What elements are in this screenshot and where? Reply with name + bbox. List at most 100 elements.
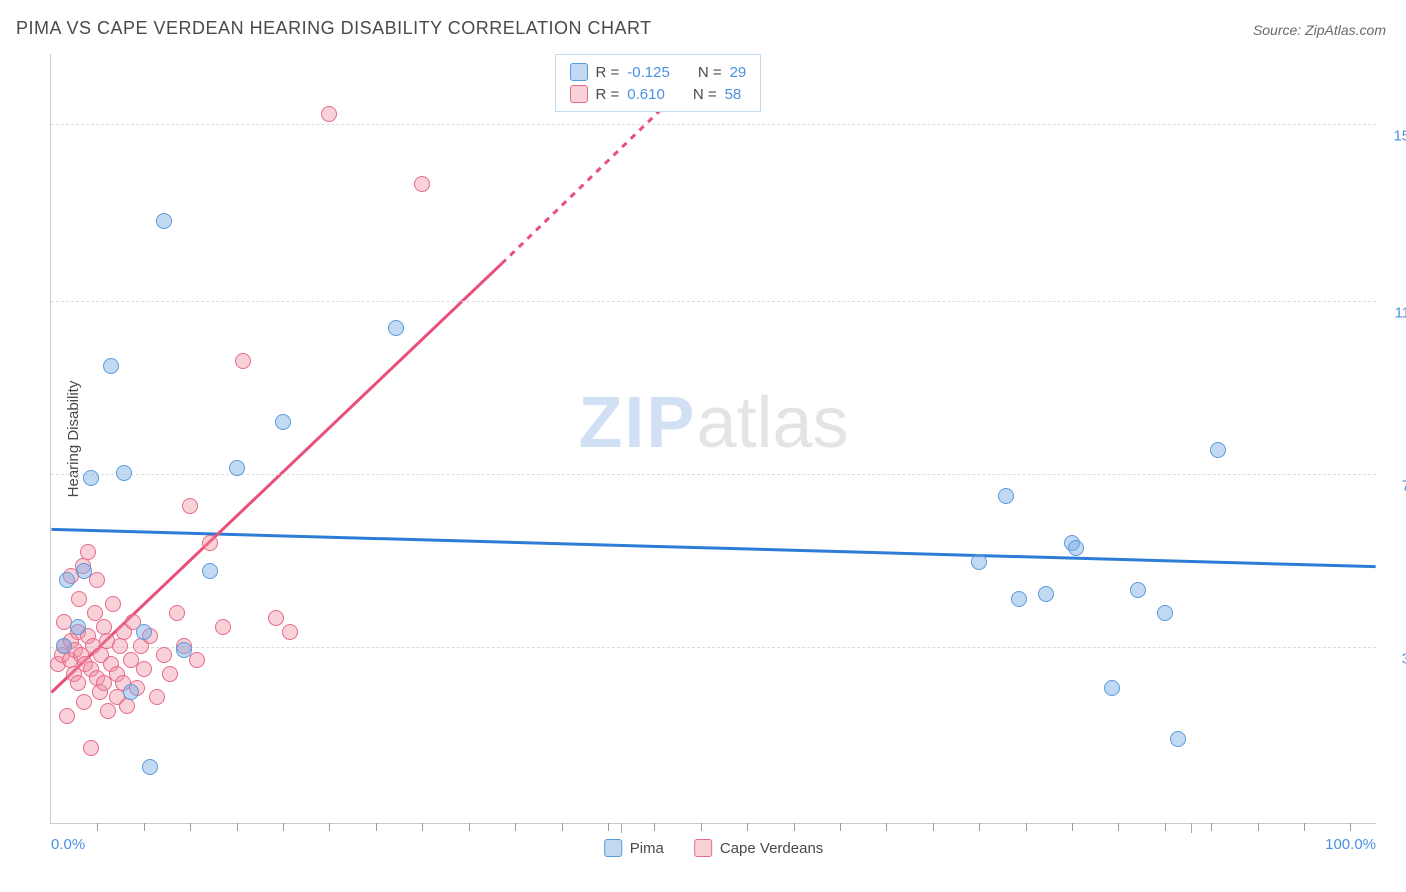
data-point <box>275 414 291 430</box>
x-minor-tick <box>469 823 470 831</box>
data-point <box>119 698 135 714</box>
legend-r-label: R = <box>596 86 620 103</box>
data-point <box>105 596 121 612</box>
legend-series-label: Pima <box>630 840 664 857</box>
data-point <box>182 498 198 514</box>
trend-lines-svg <box>51 54 1376 823</box>
chart-title: PIMA VS CAPE VERDEAN HEARING DISABILITY … <box>16 18 652 39</box>
x-minor-tick <box>376 823 377 831</box>
x-minor-tick <box>190 823 191 831</box>
data-point <box>89 572 105 588</box>
data-point <box>1170 731 1186 747</box>
legend-r-value: 0.610 <box>627 86 665 103</box>
gridline <box>51 124 1376 125</box>
data-point <box>76 694 92 710</box>
x-minor-tick <box>654 823 655 831</box>
legend-swatch <box>604 839 622 857</box>
data-point <box>229 460 245 476</box>
data-point <box>971 554 987 570</box>
x-minor-tick <box>1165 823 1166 831</box>
chart-container: PIMA VS CAPE VERDEAN HEARING DISABILITY … <box>0 0 1406 892</box>
legend-n-value: 58 <box>725 86 742 103</box>
data-point <box>80 544 96 560</box>
data-point <box>235 353 251 369</box>
y-tick-label: 7.5% <box>1402 478 1406 495</box>
data-point <box>1130 582 1146 598</box>
data-point <box>103 358 119 374</box>
legend-series-item: Pima <box>604 839 664 857</box>
gridline <box>51 301 1376 302</box>
legend-r-value: -0.125 <box>627 64 670 81</box>
trend-line <box>502 110 661 264</box>
gridline <box>51 474 1376 475</box>
data-point <box>83 740 99 756</box>
data-point <box>388 320 404 336</box>
data-point <box>202 563 218 579</box>
data-point <box>59 708 75 724</box>
data-point <box>268 610 284 626</box>
data-point <box>176 642 192 658</box>
x-minor-tick <box>283 823 284 831</box>
data-point <box>1011 591 1027 607</box>
legend-n-label: N = <box>698 64 722 81</box>
data-point <box>142 759 158 775</box>
legend-n-value: 29 <box>730 64 747 81</box>
watermark-zip: ZIP <box>578 383 696 463</box>
data-point <box>1157 605 1173 621</box>
x-minor-tick <box>1026 823 1027 831</box>
data-point <box>321 106 337 122</box>
data-point <box>156 213 172 229</box>
x-minor-tick <box>1304 823 1305 831</box>
data-point <box>83 470 99 486</box>
data-point <box>1210 442 1226 458</box>
legend-series: Pima Cape Verdeans <box>604 839 824 857</box>
x-minor-tick <box>562 823 563 831</box>
data-point <box>282 624 298 640</box>
data-point <box>71 591 87 607</box>
data-point <box>70 619 86 635</box>
data-point <box>136 624 152 640</box>
x-minor-tick <box>1350 823 1351 831</box>
data-point <box>1104 680 1120 696</box>
x-minor-tick <box>1211 823 1212 831</box>
data-point <box>100 703 116 719</box>
data-point <box>1038 586 1054 602</box>
data-point <box>202 535 218 551</box>
x-minor-tick <box>1258 823 1259 831</box>
data-point <box>169 605 185 621</box>
x-minor-tick <box>886 823 887 831</box>
x-minor-tick <box>237 823 238 831</box>
x-minor-tick <box>979 823 980 831</box>
legend-swatch <box>694 839 712 857</box>
y-tick-label: 11.2% <box>1395 305 1406 322</box>
x-minor-tick <box>840 823 841 831</box>
data-point <box>189 652 205 668</box>
data-point <box>123 684 139 700</box>
legend-series-label: Cape Verdeans <box>720 840 823 857</box>
x-minor-tick <box>933 823 934 831</box>
x-minor-tick <box>144 823 145 831</box>
x-minor-tick <box>1118 823 1119 831</box>
x-axis-max-label: 100.0% <box>1325 836 1376 853</box>
data-point <box>116 465 132 481</box>
legend-row: R =-0.125N =29 <box>570 61 747 83</box>
legend-correlation: R =-0.125N =29R =0.610N =58 <box>555 54 762 112</box>
y-tick-label: 3.8% <box>1402 650 1406 667</box>
data-point <box>112 638 128 654</box>
data-point <box>998 488 1014 504</box>
x-axis-min-label: 0.0% <box>51 836 85 853</box>
legend-row: R =0.610N =58 <box>570 83 747 105</box>
x-minor-tick <box>747 823 748 831</box>
data-point <box>414 176 430 192</box>
data-point <box>215 619 231 635</box>
watermark: ZIPatlas <box>578 382 848 464</box>
trend-line <box>51 529 1375 566</box>
source-attribution: Source: ZipAtlas.com <box>1253 22 1386 38</box>
x-minor-tick <box>329 823 330 831</box>
watermark-atlas: atlas <box>696 383 848 463</box>
x-minor-tick <box>422 823 423 831</box>
x-major-tick <box>621 823 622 833</box>
plot-area: Hearing Disability ZIPatlas 0.0% 100.0% … <box>50 54 1376 824</box>
legend-series-item: Cape Verdeans <box>694 839 823 857</box>
y-tick-label: 15.0% <box>1393 128 1406 145</box>
